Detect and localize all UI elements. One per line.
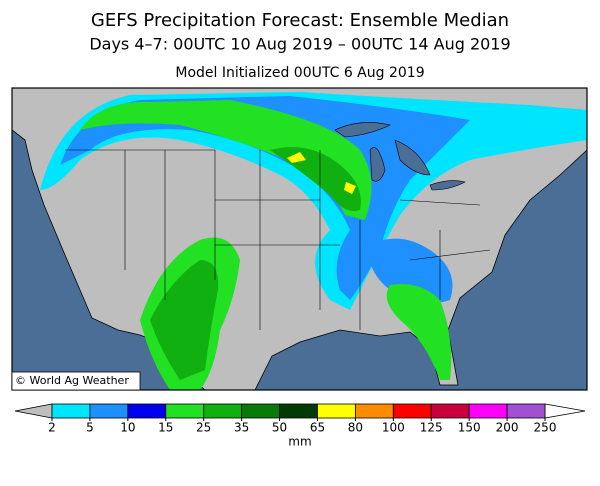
colorbar-label: 150 bbox=[458, 421, 481, 435]
colorbar-over bbox=[544, 403, 586, 419]
colorbar-segment bbox=[241, 403, 280, 419]
colorbar-label: 5 bbox=[86, 421, 94, 435]
colorbar-segment bbox=[317, 403, 356, 419]
precip-areas bbox=[40, 92, 587, 390]
colorbar-segment bbox=[279, 403, 318, 419]
subtitle: Days 4–7: 00UTC 10 Aug 2019 – 00UTC 14 A… bbox=[89, 35, 510, 54]
map-frame bbox=[11, 87, 588, 391]
colorbar-label: 15 bbox=[158, 421, 173, 435]
state-lines bbox=[65, 149, 491, 330]
colorbar-segment bbox=[430, 403, 470, 419]
colorbar-segment bbox=[354, 403, 394, 419]
great-lakes bbox=[334, 122, 466, 191]
colorbar-label: 125 bbox=[420, 421, 443, 435]
colorbar-segment bbox=[127, 403, 167, 419]
map: © World Ag Weather bbox=[11, 87, 588, 391]
colorbar-segment bbox=[392, 403, 432, 419]
colorbar-label: 50 bbox=[272, 421, 287, 435]
colorbar-label: 250 bbox=[534, 421, 557, 435]
title: GEFS Precipitation Forecast: Ensemble Me… bbox=[91, 10, 509, 31]
colorbar-segment bbox=[51, 403, 91, 419]
credit: © World Ag Weather bbox=[15, 374, 129, 387]
colorbar-segment bbox=[468, 403, 508, 419]
colorbar-label: 35 bbox=[234, 421, 249, 435]
colorbar-segment bbox=[506, 403, 546, 419]
colorbar-segment bbox=[165, 403, 205, 419]
colorbar-label: 2 bbox=[48, 421, 56, 435]
init-time: Model Initialized 00UTC 6 Aug 2019 bbox=[175, 65, 424, 81]
colorbar-label: 25 bbox=[196, 421, 211, 435]
colorbar-label: 200 bbox=[496, 421, 519, 435]
credit-box bbox=[11, 371, 141, 391]
colorbar-label: 80 bbox=[348, 421, 363, 435]
colorbar-segment bbox=[203, 403, 243, 419]
colorbar-label: 100 bbox=[382, 421, 405, 435]
colorbar-segment bbox=[89, 403, 129, 419]
colorbar-label: 10 bbox=[120, 421, 135, 435]
colorbar-unit: mm bbox=[288, 435, 311, 449]
colorbar-label: 65 bbox=[310, 421, 325, 435]
colorbar-under bbox=[14, 403, 53, 419]
